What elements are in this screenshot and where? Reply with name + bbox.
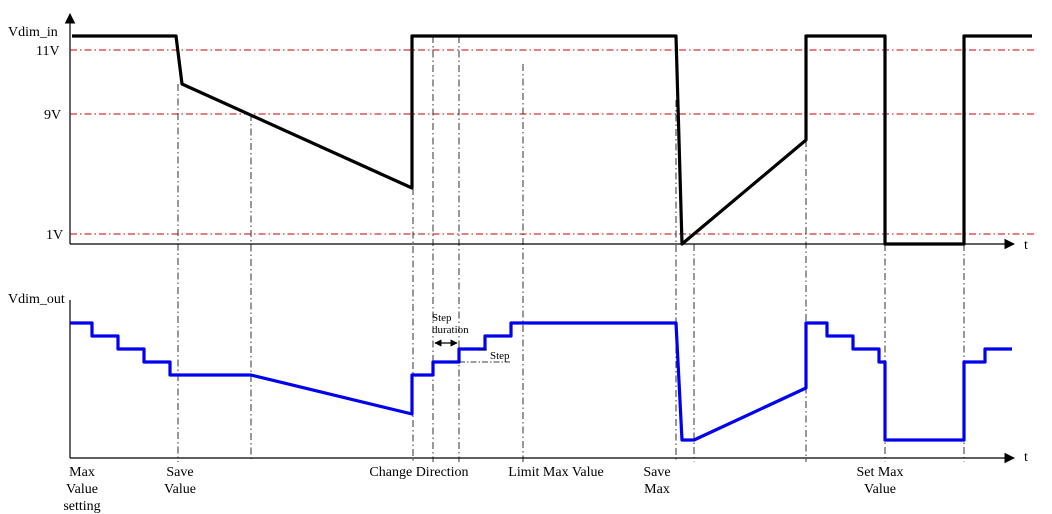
step-duration-annotation: Step duration (432, 312, 469, 347)
bottom-y-label: Vdim_out (8, 292, 65, 307)
threshold-1v-label: 1V (46, 228, 63, 243)
step-label: Step (490, 350, 510, 362)
event-label-max-value-setting: Max Value setting (63, 465, 100, 514)
event-label-change-direction: Change Direction (369, 465, 468, 480)
step-duration-label: Step duration (432, 312, 469, 336)
top-y-label: Vdim_in (8, 25, 58, 40)
event-lines (177, 36, 965, 462)
step-annotation: Step (459, 349, 510, 363)
top-x-label: t (1024, 238, 1028, 253)
vdim-in-trace (72, 34, 1032, 246)
event-label-limit-max-value: Limit Max Value (508, 465, 603, 480)
threshold-9v-label: 9V (44, 108, 61, 123)
threshold-11v-label: 11V (36, 44, 60, 59)
bottom-x-label: t (1024, 450, 1028, 465)
vdim-out-trace (70, 321, 1012, 442)
event-label-set-max-value: Set Max Value (856, 465, 903, 497)
event-label-save-max: Save Max (643, 465, 670, 497)
event-label-save-value: Save Value (164, 465, 196, 497)
